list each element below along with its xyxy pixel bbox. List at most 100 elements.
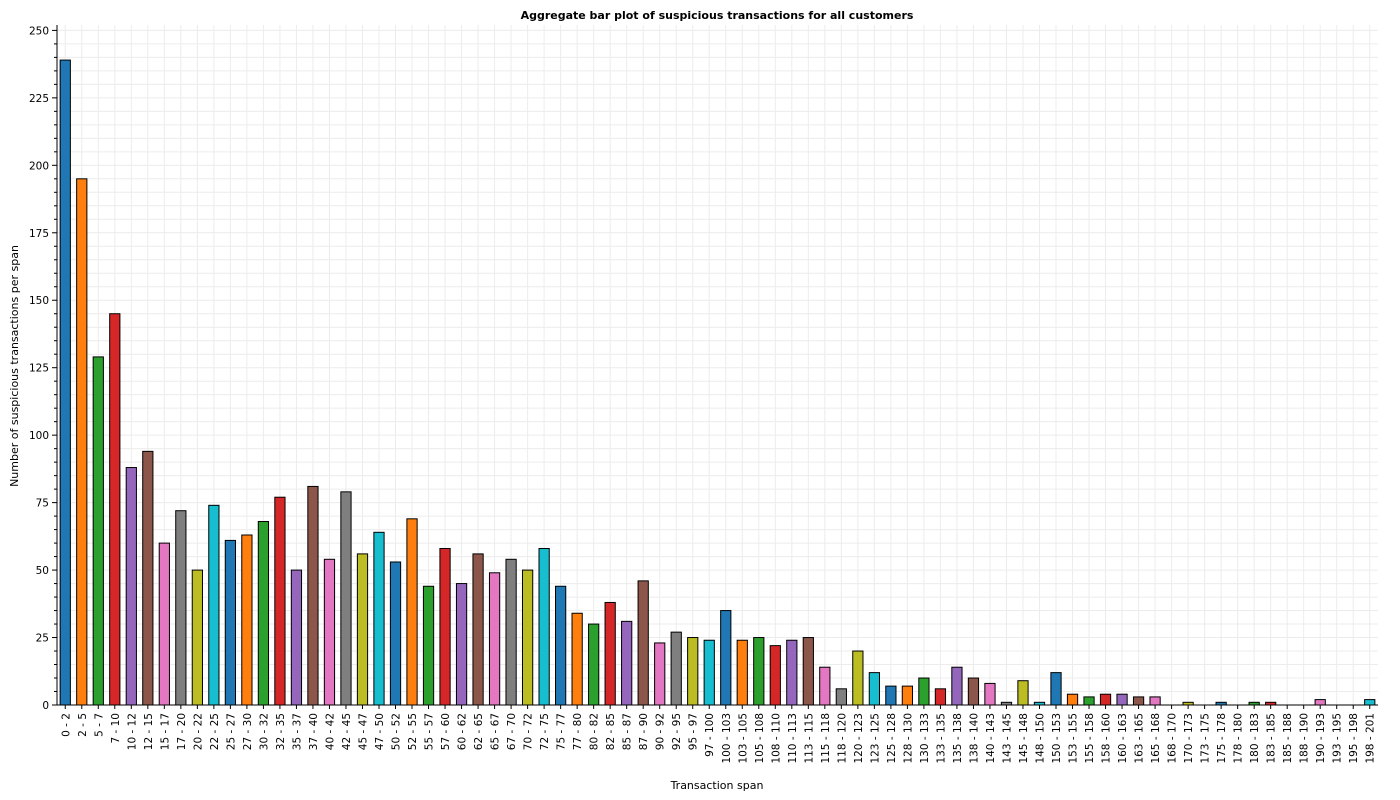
bar-11 — [241, 534, 253, 706]
x-tick-label: 72 - 75 — [539, 713, 551, 750]
bar-26 — [488, 572, 501, 706]
grid — [57, 25, 1378, 706]
x-tick-label: 170 - 173 — [1183, 713, 1195, 764]
x-tick-label: 108 - 110 — [770, 713, 782, 764]
x-tick-label: 125 - 128 — [886, 713, 898, 764]
bar-9 — [208, 504, 220, 706]
x-tick-label: 188 - 190 — [1299, 713, 1311, 764]
x-tick-label: 62 - 65 — [473, 713, 485, 750]
bar-37 — [670, 631, 682, 706]
x-tick-label: 115 - 118 — [820, 713, 832, 764]
x-tick-label: 32 - 35 — [275, 713, 287, 750]
x-tick-label: 37 - 40 — [308, 713, 320, 750]
bar-38 — [687, 637, 699, 706]
x-tick-label: 20 - 22 — [192, 713, 204, 750]
bar-41 — [736, 639, 748, 706]
bar-60 — [1050, 672, 1062, 706]
bar-51 — [901, 685, 914, 706]
bar-66 — [1149, 696, 1161, 706]
bar-55 — [967, 677, 980, 706]
x-tick-label: 140 - 143 — [985, 713, 997, 764]
x-tick-label: 97 - 100 — [704, 713, 716, 757]
bar-64 — [1116, 693, 1128, 706]
bars — [59, 59, 1376, 706]
y-tick-label: 250 — [29, 25, 49, 37]
x-tick-label: 190 - 193 — [1315, 713, 1327, 764]
y-tick-label: 150 — [29, 295, 49, 307]
x-tick-label: 2 - 5 — [77, 713, 89, 737]
x-tick-label: 145 - 148 — [1018, 713, 1030, 764]
bar-8 — [191, 569, 203, 706]
bar-35 — [637, 580, 649, 706]
bar-5 — [142, 450, 154, 706]
bar-47 — [835, 688, 847, 706]
x-tick-label: 82 - 85 — [605, 713, 617, 750]
x-tick-label: 118 - 120 — [836, 713, 848, 764]
bar-33 — [604, 601, 616, 706]
x-tick-label: 67 - 70 — [506, 713, 518, 750]
bar-20 — [389, 561, 402, 706]
y-tick-label: 100 — [29, 430, 49, 442]
bar-34 — [621, 620, 633, 706]
axes: 0 25 50 75 100 125 150 175 200 225 250 0 - 2 2 - 5 5 … — [29, 25, 1378, 764]
bar-54 — [951, 666, 963, 706]
x-tick-label: 148 - 150 — [1034, 713, 1046, 764]
bar-63 — [1099, 693, 1112, 706]
x-tick-label: 143 - 145 — [1001, 713, 1013, 764]
y-tick-label: 50 — [36, 565, 49, 577]
bar-28 — [521, 569, 534, 706]
x-tick-label: 40 - 42 — [324, 713, 336, 750]
x-tick-label: 80 - 82 — [589, 713, 601, 750]
bar-32 — [588, 623, 600, 706]
x-tick-label: 175 - 178 — [1216, 713, 1228, 764]
x-tick-label: 180 - 183 — [1249, 713, 1261, 764]
bar-10 — [224, 539, 236, 706]
y-tick-label: 225 — [29, 93, 49, 105]
bar-23 — [439, 547, 451, 706]
y-tick-label: 0 — [42, 700, 49, 712]
x-tick-label: 113 - 115 — [803, 713, 815, 764]
bar-65 — [1132, 696, 1145, 706]
y-tick-label: 200 — [29, 160, 49, 172]
x-tick-label: 87 - 90 — [638, 713, 650, 750]
bar-19 — [373, 531, 385, 706]
x-tick-label: 110 - 113 — [787, 713, 799, 764]
x-tick-label: 0 - 2 — [60, 713, 72, 737]
bar-61 — [1066, 693, 1079, 706]
bar-22 — [422, 585, 435, 706]
bar-39 — [703, 639, 715, 706]
x-tick-label: 160 - 163 — [1117, 713, 1129, 764]
y-tick-label: 125 — [29, 363, 49, 375]
bar-13 — [274, 496, 286, 706]
x-tick-label: 57 - 60 — [440, 713, 452, 750]
bar-76 — [1314, 699, 1326, 706]
bar-17 — [340, 491, 352, 706]
bar-58 — [1017, 680, 1029, 706]
x-tick-label: 10 - 12 — [126, 713, 138, 750]
bar-29 — [538, 547, 550, 706]
bar-62 — [1083, 696, 1095, 706]
bar-4 — [125, 467, 137, 706]
x-tick-label: 27 - 30 — [242, 713, 254, 750]
x-tick-label: 165 - 168 — [1150, 713, 1162, 764]
bar-0 — [59, 59, 71, 706]
x-tick-label: 60 - 62 — [457, 713, 469, 750]
x-tick-label: 133 - 135 — [935, 713, 947, 764]
bar-18 — [356, 553, 369, 706]
bar-56 — [984, 682, 996, 706]
x-tick-label: 178 - 180 — [1233, 713, 1245, 764]
x-tick-label: 22 - 25 — [209, 713, 221, 750]
bar-15 — [307, 485, 319, 706]
bar-36 — [654, 642, 666, 706]
bar-12 — [257, 521, 270, 706]
bar-46 — [819, 666, 831, 706]
x-tick-label: 30 - 32 — [258, 713, 270, 750]
bar-21 — [406, 518, 418, 706]
x-tick-label: 90 - 92 — [655, 713, 667, 750]
x-tick-label: 15 - 17 — [159, 713, 171, 750]
x-tick-label: 138 - 140 — [968, 713, 980, 764]
x-tick-label: 47 - 50 — [374, 713, 386, 750]
x-tick-label: 173 - 175 — [1200, 713, 1212, 764]
bar-1 — [76, 178, 88, 706]
bar-7 — [175, 510, 187, 706]
